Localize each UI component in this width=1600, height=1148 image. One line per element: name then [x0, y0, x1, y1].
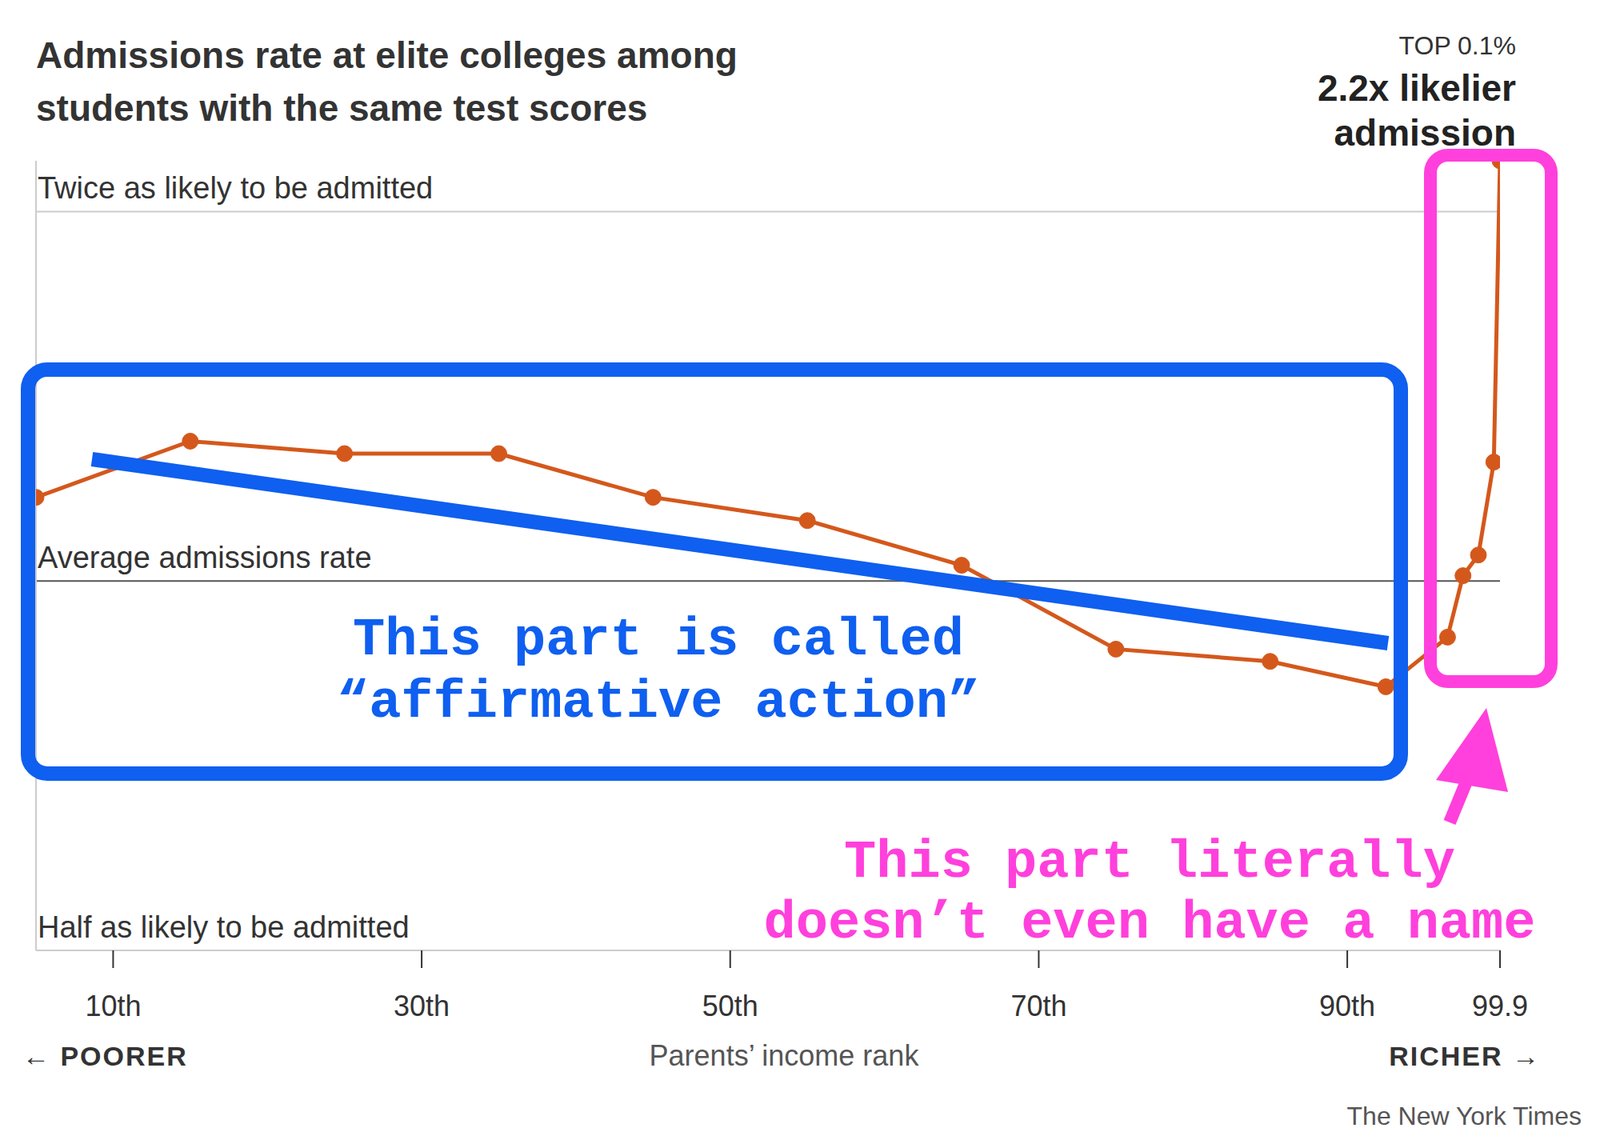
svg-text:70th: 70th: [1010, 989, 1067, 1023]
html-text:TOP 0.1%: TOP 0.1%: [1398, 31, 1516, 60]
svg-text:Twice as likely to be admitted: Twice as likely to be admitted: [37, 171, 433, 205]
html-text:This part literally doesn’t ev: This part literally doesn’t even have a …: [763, 832, 1536, 954]
html-text:This part is called “affirmati: This part is called “affirmative action”: [336, 609, 981, 733]
svg-text:Half as likely to be admitted: Half as likely to be admitted: [37, 910, 410, 944]
html-text:RICHER →: RICHER →: [1388, 1040, 1541, 1072]
html-text:← POORER: ← POORER: [22, 1040, 188, 1072]
svg-text:Average admissions rate: Average admissions rate: [37, 540, 372, 575]
svg-text:50th: 50th: [702, 989, 759, 1023]
svg-text:90th: 90th: [1319, 989, 1376, 1023]
svg-text:30th: 30th: [393, 989, 450, 1023]
html-text:The New York Times: The New York Times: [1346, 1101, 1582, 1131]
html-text:Admissions rate at elite colle: Admissions rate at elite colleges among …: [36, 34, 738, 129]
html-text:Parents’ income rank: Parents’ income rank: [649, 1039, 919, 1072]
svg-text:99.9: 99.9: [1472, 989, 1528, 1023]
html-text:2.2x likelier admission: 2.2x likelier admission: [1317, 67, 1516, 154]
svg-text:10th: 10th: [84, 989, 141, 1023]
